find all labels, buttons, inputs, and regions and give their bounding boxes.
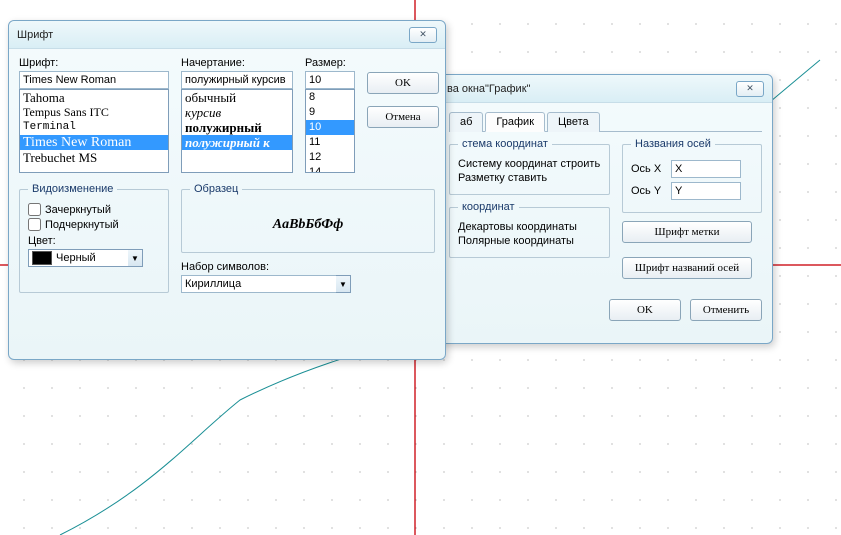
coord-type-legend: координат <box>458 201 519 213</box>
list-item[interactable]: 9 <box>306 105 354 120</box>
axis-font-button[interactable]: Шрифт названий осей <box>622 257 752 279</box>
axis-x-input[interactable] <box>671 160 741 178</box>
font-label: Шрифт: <box>19 57 169 69</box>
close-icon[interactable]: ✕ <box>736 81 764 97</box>
color-combo[interactable]: Черный ▼ <box>28 249 143 267</box>
graph-window-title: ва окна"График" <box>447 83 736 95</box>
tabstrip: аб График Цвета <box>449 111 762 132</box>
list-item[interactable]: полужирный к <box>182 135 292 150</box>
sample-text: AaBbБбФф <box>190 201 426 249</box>
font-window-titlebar[interactable]: Шрифт ✕ <box>9 21 445 49</box>
polar-label: Полярные координаты <box>458 235 574 247</box>
chevron-down-icon[interactable]: ▼ <box>128 249 143 267</box>
style-input[interactable] <box>181 71 293 89</box>
chevron-down-icon[interactable]: ▼ <box>336 275 351 293</box>
list-item[interactable]: курсив <box>182 105 292 120</box>
underline-label: Подчеркнутый <box>45 219 119 231</box>
style-label: Начертание: <box>181 57 293 69</box>
strike-label: Зачеркнутый <box>45 204 111 216</box>
coord-legend: стема координат <box>458 138 552 150</box>
coord-system-group: стема координат Систему координат строит… <box>449 138 610 195</box>
list-item[interactable]: Tempus Sans ITC <box>20 105 168 120</box>
sample-group: Образец AaBbБбФф <box>181 183 435 253</box>
list-item[interactable]: полужирный <box>182 120 292 135</box>
color-label: Цвет: <box>28 235 160 247</box>
sample-legend: Образец <box>190 183 242 195</box>
list-item[interactable]: 10 <box>306 120 354 135</box>
font-cancel-button[interactable]: Отмена <box>367 106 439 128</box>
effects-legend: Видоизменение <box>28 183 117 195</box>
font-ok-button[interactable]: OK <box>367 72 439 94</box>
strike-checkbox[interactable]: Зачеркнутый <box>28 203 160 216</box>
coord-build-label: Систему координат строить <box>458 158 600 170</box>
list-item[interactable]: 11 <box>306 135 354 150</box>
axis-y-label: Ось Y <box>631 185 665 197</box>
size-input[interactable] <box>305 71 355 89</box>
list-item[interactable]: обычный <box>182 90 292 105</box>
axes-legend: Названия осей <box>631 138 715 150</box>
list-item[interactable]: 8 <box>306 90 354 105</box>
tab-colors[interactable]: Цвета <box>547 112 600 132</box>
font-listbox[interactable]: Tahoma Tempus Sans ITC Terminal Times Ne… <box>19 89 169 173</box>
font-name-input[interactable] <box>19 71 169 89</box>
list-item[interactable]: Times New Roman <box>20 135 168 150</box>
color-swatch-icon <box>32 251 52 265</box>
axes-names-group: Названия осей Ось X Ось Y <box>622 138 762 213</box>
list-item[interactable]: Terminal <box>20 120 168 135</box>
font-dialog-window: Шрифт ✕ Шрифт: Tahoma Tempus Sans ITC Te… <box>8 20 446 360</box>
label-font-button[interactable]: Шрифт метки <box>622 221 752 243</box>
axis-y-input[interactable] <box>671 182 741 200</box>
tab-graph[interactable]: График <box>485 112 545 132</box>
font-window-title: Шрифт <box>17 29 409 41</box>
underline-checkbox-input[interactable] <box>28 218 41 231</box>
size-label: Размер: <box>305 57 355 69</box>
graph-properties-window: ва окна"График" ✕ аб График Цвета стема … <box>438 74 773 344</box>
axis-x-label: Ось X <box>631 163 665 175</box>
close-icon[interactable]: ✕ <box>409 27 437 43</box>
graph-cancel-button[interactable]: Отменить <box>690 299 762 321</box>
color-value: Черный <box>56 252 96 264</box>
list-item[interactable]: 12 <box>306 150 354 165</box>
list-item[interactable]: Tahoma <box>20 90 168 105</box>
coord-type-group: координат Декартовы координаты Полярные … <box>449 201 610 258</box>
size-listbox[interactable]: 8 9 10 11 12 14 16 <box>305 89 355 173</box>
tab-scale[interactable]: аб <box>449 112 483 132</box>
list-item[interactable]: Trebuchet MS <box>20 150 168 165</box>
style-listbox[interactable]: обычный курсив полужирный полужирный к <box>181 89 293 173</box>
graph-ok-button[interactable]: OK <box>609 299 681 321</box>
charset-combo[interactable]: ▼ <box>181 275 351 293</box>
list-item[interactable]: 14 <box>306 165 354 173</box>
coord-grid-label: Разметку ставить <box>458 172 547 184</box>
strike-checkbox-input[interactable] <box>28 203 41 216</box>
graph-window-titlebar[interactable]: ва окна"График" ✕ <box>439 75 772 103</box>
underline-checkbox[interactable]: Подчеркнутый <box>28 218 160 231</box>
effects-group: Видоизменение Зачеркнутый Подчеркнутый Ц… <box>19 183 169 293</box>
charset-label: Набор символов: <box>181 261 435 273</box>
charset-input[interactable] <box>181 275 336 293</box>
cartesian-label: Декартовы координаты <box>458 221 577 233</box>
